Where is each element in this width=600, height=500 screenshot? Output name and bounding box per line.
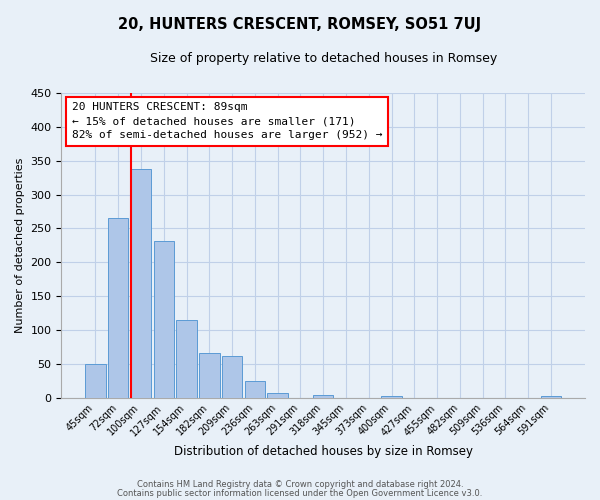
Bar bbox=[268, 393, 288, 398]
Title: Size of property relative to detached houses in Romsey: Size of property relative to detached ho… bbox=[149, 52, 497, 66]
Bar bbox=[541, 396, 561, 398]
Bar bbox=[131, 169, 151, 398]
Text: 20 HUNTERS CRESCENT: 89sqm
← 15% of detached houses are smaller (171)
82% of sem: 20 HUNTERS CRESCENT: 89sqm ← 15% of deta… bbox=[72, 102, 382, 140]
Bar bbox=[154, 240, 174, 398]
Bar bbox=[245, 381, 265, 398]
X-axis label: Distribution of detached houses by size in Romsey: Distribution of detached houses by size … bbox=[174, 444, 473, 458]
Text: 20, HUNTERS CRESCENT, ROMSEY, SO51 7UJ: 20, HUNTERS CRESCENT, ROMSEY, SO51 7UJ bbox=[118, 18, 482, 32]
Bar bbox=[222, 356, 242, 398]
Text: Contains HM Land Registry data © Crown copyright and database right 2024.: Contains HM Land Registry data © Crown c… bbox=[137, 480, 463, 489]
Text: Contains public sector information licensed under the Open Government Licence v3: Contains public sector information licen… bbox=[118, 488, 482, 498]
Bar bbox=[381, 396, 402, 398]
Bar bbox=[176, 320, 197, 398]
Bar bbox=[85, 364, 106, 398]
Bar bbox=[108, 218, 128, 398]
Bar bbox=[199, 353, 220, 398]
Bar bbox=[313, 395, 334, 398]
Y-axis label: Number of detached properties: Number of detached properties bbox=[15, 158, 25, 333]
